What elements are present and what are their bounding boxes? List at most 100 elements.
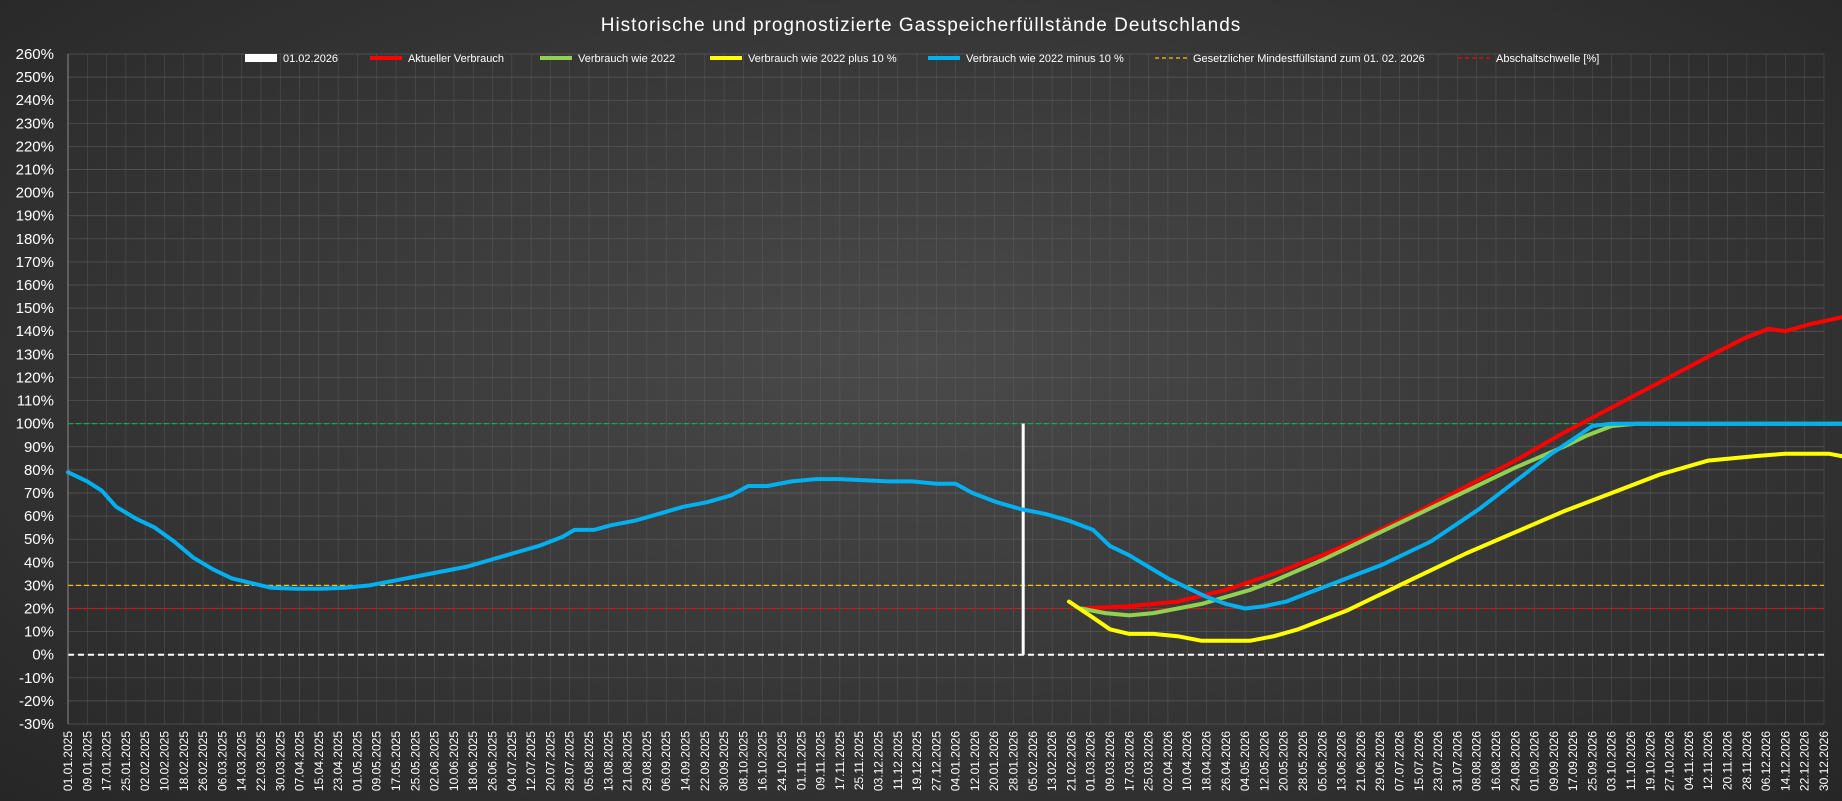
- x-tick-label: 20.11.2026: [1721, 731, 1735, 790]
- legend: 01.02.2026 Aktueller Verbrauch Verbrauch w…: [245, 53, 1599, 65]
- x-tick-label: 13.06.2026: [1335, 731, 1349, 791]
- x-tick-label: 27.10.2026: [1663, 731, 1677, 791]
- x-tick-label: 17.05.2025: [389, 731, 403, 791]
- x-tick-label: 05.06.2026: [1315, 731, 1329, 791]
- y-tick-label: 100%: [16, 416, 54, 433]
- y-tick-label: 40%: [24, 554, 54, 571]
- y-tick-label: -10%: [19, 670, 54, 687]
- x-tick-label: 30.09.2025: [717, 731, 731, 791]
- x-tick-label: 22.09.2025: [698, 731, 712, 791]
- x-tick-label: 08.08.2026: [1470, 731, 1484, 791]
- x-tick-label: 21.06.2026: [1354, 731, 1368, 791]
- y-tick-label: -30%: [19, 716, 54, 733]
- y-tick-label: 80%: [24, 462, 54, 479]
- x-tick-label: 01.01.2025: [61, 731, 75, 791]
- y-tick-label: 20%: [24, 600, 54, 617]
- x-tick-label: 09.09.2026: [1547, 731, 1561, 791]
- x-tick-label: 25.05.2025: [408, 731, 422, 791]
- x-tick-label: 02.02.2025: [138, 731, 152, 791]
- x-tick-label: 06.03.2025: [215, 731, 229, 791]
- x-axis: 01.01.2025 09.01.2025 17.01.2025 25.01.2025…: [61, 731, 1831, 791]
- x-tick-label: 06.12.2026: [1759, 731, 1773, 791]
- x-tick-label: 02.04.2026: [1161, 731, 1175, 791]
- x-tick-label: 18.06.2025: [466, 731, 480, 791]
- y-tick-label: 170%: [16, 254, 54, 271]
- y-tick-label: 50%: [24, 531, 54, 548]
- x-tick-label: 23.04.2025: [331, 731, 345, 791]
- y-tick-label: 30%: [24, 577, 54, 594]
- x-tick-label: 17.01.2025: [100, 731, 114, 791]
- x-tick-label: 09.05.2025: [370, 731, 384, 791]
- x-tick-label: 15.07.2026: [1412, 731, 1426, 791]
- legend-item: Abschaltschwelle [%]: [1458, 53, 1599, 65]
- x-tick-label: 25.03.2026: [1142, 731, 1156, 791]
- x-tick-label: 10.04.2026: [1180, 731, 1194, 791]
- legend-label: Verbrauch wie 2022 plus 10 %: [748, 53, 897, 65]
- series-line-verbrauch-wie-2022-minus-10-: [66, 421, 1842, 611]
- x-tick-label: 03.10.2026: [1605, 731, 1619, 791]
- legend-item: Verbrauch wie 2022 minus 10 %: [928, 53, 1124, 65]
- x-tick-label: 17.09.2026: [1566, 731, 1580, 791]
- x-tick-label: 27.12.2025: [929, 731, 943, 791]
- x-tick-label: 26.04.2026: [1219, 731, 1233, 791]
- series-line-aktueller-verbrauch: [1079, 315, 1842, 611]
- y-tick-label: 0%: [32, 647, 54, 664]
- series-line-verbrauch-wie-2022-plus-10-: [1067, 451, 1842, 643]
- series-line-verbrauch-wie-2022: [1079, 421, 1842, 618]
- x-tick-label: 23.07.2026: [1431, 731, 1445, 791]
- x-tick-label: 09.11.2025: [814, 731, 828, 790]
- y-tick-label: 120%: [16, 369, 54, 386]
- x-tick-label: 08.10.2025: [736, 731, 750, 791]
- legend-label: Aktueller Verbrauch: [408, 53, 504, 65]
- y-tick-label: 160%: [16, 277, 54, 294]
- x-tick-label: 11.10.2026: [1624, 731, 1638, 790]
- x-tick-label: 04.07.2025: [505, 731, 519, 791]
- x-tick-label: 22.12.2026: [1798, 731, 1812, 791]
- x-tick-label: 14.12.2026: [1778, 731, 1792, 791]
- x-tick-label: 03.12.2025: [871, 731, 885, 791]
- y-tick-label: 130%: [16, 346, 54, 363]
- y-tick-label: 70%: [24, 485, 54, 502]
- x-tick-label: 19.10.2026: [1643, 731, 1657, 791]
- legend-item: Verbrauch wie 2022 plus 10 %: [710, 53, 897, 65]
- y-tick-label: 90%: [24, 439, 54, 456]
- legend-label: Verbrauch wie 2022: [578, 53, 675, 65]
- x-tick-label: 14.09.2025: [678, 731, 692, 791]
- y-tick-label: 110%: [17, 393, 54, 410]
- x-tick-label: 30.03.2025: [273, 731, 287, 791]
- x-tick-label: 06.09.2025: [659, 731, 673, 791]
- y-tick-label: 220%: [16, 138, 54, 155]
- x-tick-label: 01.03.2026: [1084, 731, 1098, 791]
- x-tick-label: 01.11.2025: [794, 731, 808, 790]
- x-tick-label: 16.08.2026: [1489, 731, 1503, 791]
- x-tick-label: 18.04.2026: [1200, 731, 1214, 791]
- x-tick-label: 25.11.2025: [852, 731, 866, 790]
- y-tick-label: 260%: [16, 46, 54, 63]
- series-lines: [66, 315, 1842, 643]
- x-tick-label: 05.02.2026: [1026, 731, 1040, 791]
- grid: [67, 53, 1825, 725]
- x-tick-label: 14.03.2025: [235, 731, 249, 791]
- y-tick-label: 180%: [16, 231, 54, 248]
- y-tick-label: 200%: [16, 185, 54, 202]
- chart-title: Historische und prognostizierte Gasspeic…: [601, 15, 1242, 36]
- x-tick-label: 07.07.2026: [1392, 731, 1406, 791]
- x-tick-label: 17.11.2025: [833, 731, 847, 790]
- x-tick-label: 01.09.2026: [1528, 731, 1542, 791]
- x-tick-label: 28.01.2026: [1007, 731, 1021, 791]
- x-tick-label: 12.07.2025: [524, 731, 538, 791]
- x-tick-label: 02.06.2025: [428, 731, 442, 791]
- x-tick-label: 22.03.2025: [254, 731, 268, 791]
- legend-label: 01.02.2026: [283, 53, 338, 65]
- y-tick-label: 60%: [24, 508, 54, 525]
- y-tick-label: 250%: [16, 69, 54, 86]
- x-tick-label: 29.06.2026: [1373, 731, 1387, 791]
- x-tick-label: 20.01.2026: [987, 731, 1001, 791]
- x-tick-label: 30.12.2026: [1817, 731, 1831, 791]
- y-tick-label: 240%: [16, 92, 54, 109]
- x-tick-label: 10.06.2025: [447, 731, 461, 791]
- x-tick-label: 16.10.2025: [756, 731, 770, 791]
- x-tick-label: 24.08.2026: [1508, 731, 1522, 791]
- x-tick-label: 20.05.2026: [1277, 731, 1291, 791]
